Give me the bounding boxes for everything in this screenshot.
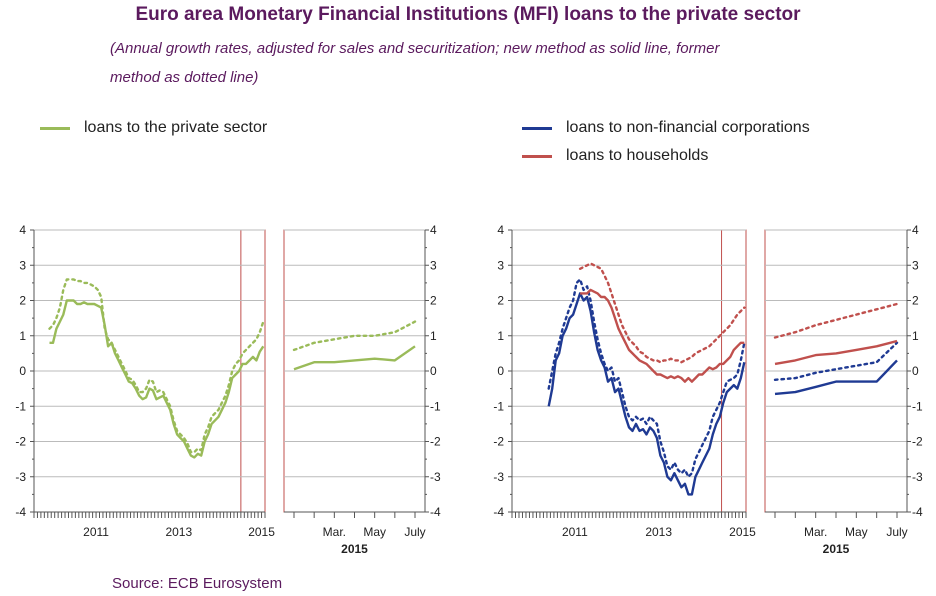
legend-swatch-private (40, 126, 70, 130)
right-zoom-series-households-dotted (773, 302, 899, 339)
right-zoom-ytick-label: -2 (912, 435, 923, 449)
right-zoom-xtick-label: July (886, 525, 907, 539)
left-zoom-ytick-label: -4 (430, 505, 441, 519)
legend-label-nfc: loans to non-financial corporations (566, 119, 810, 136)
right-long-ytick-label: -4 (493, 505, 504, 519)
legend-left: loans to the private sector (40, 114, 267, 142)
right-long-series-households-solid (580, 288, 745, 383)
right-long-xtick-label: 2015 (729, 525, 756, 539)
left-long-xtick-label: 2015 (248, 525, 275, 539)
right-zoom-ytick-label: 3 (912, 258, 919, 272)
legend-item-private: loans to the private sector (40, 114, 267, 142)
left-zoom-xtick-label: July (404, 525, 425, 539)
right-long-series-nfc-solid (547, 292, 746, 496)
right-zoom-series-nfc-solid (774, 359, 898, 396)
right-zoom-year-label: 2015 (823, 542, 850, 556)
left-long-series-private-dotted (48, 278, 265, 454)
right-zoom-ytick-label: 2 (912, 294, 919, 308)
right-zoom-ytick-label: 0 (912, 364, 919, 378)
legend-label-private: loans to the private sector (84, 119, 268, 136)
left-zoom-ytick-label: 1 (430, 329, 437, 343)
right-zoom-series-nfc-dotted (773, 341, 899, 381)
left-long-ytick-label: 2 (19, 294, 26, 308)
legend-right: loans to non-financial corporations loan… (522, 114, 810, 170)
right-long-series-households-dotted (578, 262, 746, 364)
source-note: Source: ECB Eurosystem (112, 575, 283, 592)
right-long-xtick-label: 2013 (645, 525, 672, 539)
left-zoom-xtick-label: Mar. (323, 525, 346, 539)
legend-label-households: loans to households (566, 147, 709, 164)
right-zoom-xtick-label: May (845, 525, 868, 539)
right-long-ytick-label: 1 (497, 329, 504, 343)
left-zoom-ytick-label: -2 (430, 435, 441, 449)
left-long-ytick-label: 4 (19, 223, 26, 237)
left-long-ytick-label: 1 (19, 329, 26, 343)
left-long-xtick-label: 2011 (83, 525, 109, 539)
left-zoom-year-label: 2015 (341, 542, 368, 556)
legend-item-nfc: loans to non-financial corporations (522, 114, 810, 142)
subtitle-line-2: method as dotted line) (110, 69, 259, 86)
chart-title: Euro area Monetary Financial Institution… (135, 4, 801, 25)
left-zoom-ytick-label: 3 (430, 258, 437, 272)
left-zoom-ytick-label: 0 (430, 364, 437, 378)
subtitle-line-1: (Annual growth rates, adjusted for sales… (110, 40, 720, 57)
legend-swatch-nfc (522, 126, 552, 130)
right-zoom-ytick-label: 4 (912, 223, 919, 237)
right-long-ytick-label: 4 (497, 223, 504, 237)
left-zoom-series-private-solid (293, 345, 416, 371)
left-long-ytick-label: -4 (15, 505, 26, 519)
chart-subtitle: (Annual growth rates, adjusted for sales… (110, 34, 870, 92)
left-zoom-xtick-label: May (363, 525, 386, 539)
left-long-ytick-label: 0 (19, 364, 26, 378)
left-long-series-private-solid (49, 299, 265, 459)
right-long-ytick-label: 0 (497, 364, 504, 378)
right-long-ytick-label: -1 (493, 399, 504, 413)
right-long-ytick-label: 2 (497, 294, 504, 308)
left-long-ytick-label: -2 (15, 435, 26, 449)
right-long-ytick-label: -2 (493, 435, 504, 449)
left-zoom-ytick-label: 4 (430, 223, 437, 237)
right-zoom-ytick-label: 1 (912, 329, 919, 343)
right-zoom-ytick-label: -4 (912, 505, 923, 519)
right-zoom-ytick-label: -1 (912, 399, 923, 413)
right-zoom-ytick-label: -3 (912, 470, 923, 484)
left-long-ytick-label: -3 (15, 470, 26, 484)
left-long-ytick-label: 3 (19, 258, 26, 272)
right-long-xtick-label: 2011 (562, 525, 588, 539)
right-long-ytick-label: -3 (493, 470, 504, 484)
left-long-xtick-label: 2013 (165, 525, 192, 539)
right-long-ytick-label: 3 (497, 258, 504, 272)
left-zoom-ytick-label: -1 (430, 399, 441, 413)
right-zoom-series-households-solid (774, 339, 898, 366)
right-long-series-nfc-dotted (547, 278, 746, 478)
left-long-ytick-label: -1 (15, 399, 26, 413)
left-zoom-series-private-dotted (292, 320, 417, 352)
legend-item-households: loans to households (522, 142, 810, 170)
left-zoom-ytick-label: -3 (430, 470, 441, 484)
left-zoom-ytick-label: 2 (430, 294, 437, 308)
right-zoom-xtick-label: Mar. (804, 525, 827, 539)
legend-swatch-households (522, 154, 552, 158)
